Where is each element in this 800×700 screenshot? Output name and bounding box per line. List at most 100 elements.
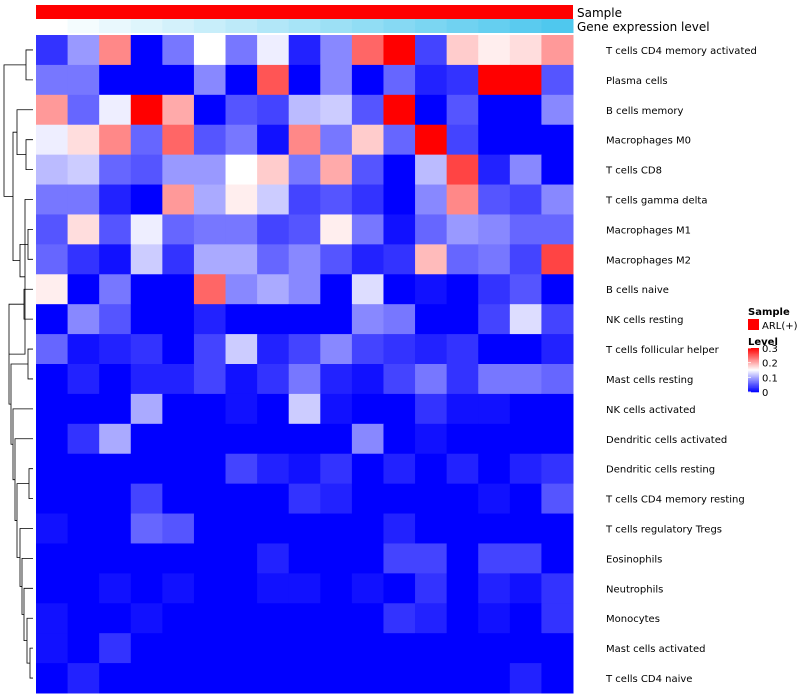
heatmap-cell bbox=[99, 35, 132, 66]
legend-sample-title: Sample bbox=[748, 307, 790, 318]
heatmap-cell bbox=[162, 154, 195, 186]
heatmap-cell bbox=[162, 543, 195, 574]
row-label: B cells memory bbox=[606, 106, 683, 117]
legend-gradient-step bbox=[748, 385, 759, 387]
row-label: Neutrophils bbox=[606, 584, 663, 595]
heatmap-cell bbox=[162, 423, 195, 455]
expression-annotation-cell bbox=[36, 19, 69, 33]
heatmap-cell bbox=[320, 64, 353, 96]
heatmap-cell bbox=[351, 423, 384, 455]
heatmap-cell bbox=[320, 453, 353, 485]
legend-gradient-step bbox=[748, 350, 759, 352]
expression-annotation-cell bbox=[509, 19, 542, 33]
heatmap-cell bbox=[67, 453, 100, 485]
heatmap-cell bbox=[446, 453, 479, 485]
legend-sample-swatch bbox=[748, 319, 759, 330]
heatmap-cell bbox=[257, 244, 290, 275]
row-label: T cells CD4 memory activated bbox=[605, 46, 757, 57]
row-label: T cells CD8 bbox=[605, 166, 662, 177]
heatmap-cell bbox=[162, 453, 195, 485]
heatmap-cell bbox=[193, 304, 227, 335]
heatmap-cell bbox=[541, 35, 574, 66]
heatmap-cell bbox=[383, 184, 416, 215]
heatmap-cell bbox=[351, 214, 384, 245]
heatmap-cell bbox=[415, 334, 448, 365]
heatmap-cell bbox=[99, 304, 132, 335]
expression-annotation-cell bbox=[320, 19, 353, 33]
heatmap-cell bbox=[351, 244, 384, 275]
heatmap-cell bbox=[509, 124, 542, 156]
heatmap-cell bbox=[288, 543, 321, 574]
heatmap-cell bbox=[383, 364, 416, 395]
heatmap-cell bbox=[478, 184, 511, 215]
legend-gradient-step bbox=[748, 383, 759, 385]
heatmap-cell bbox=[193, 543, 227, 574]
heatmap-cell bbox=[162, 663, 195, 694]
heatmap-cell bbox=[541, 483, 574, 515]
heatmap-cell bbox=[509, 423, 542, 455]
heatmap-cell bbox=[225, 364, 258, 395]
heatmap-cell bbox=[193, 483, 227, 515]
heatmap-cell bbox=[193, 154, 227, 186]
heatmap-cell bbox=[67, 244, 100, 275]
heatmap-cell bbox=[415, 423, 448, 455]
dendrogram-branch bbox=[10, 363, 28, 445]
heatmap-cell bbox=[415, 124, 448, 156]
heatmap-cell bbox=[99, 154, 132, 186]
heatmap-cell bbox=[383, 483, 416, 515]
heatmap-cell bbox=[446, 214, 479, 245]
heatmap-cell bbox=[446, 304, 479, 335]
heatmap-cell bbox=[415, 274, 448, 305]
heatmap-cell bbox=[193, 453, 227, 485]
heatmap-cell bbox=[541, 453, 574, 485]
row-label: Mast cells activated bbox=[606, 644, 705, 655]
heatmap-cell bbox=[130, 94, 163, 126]
heatmap-cell bbox=[193, 603, 227, 634]
heatmap-cell bbox=[383, 94, 416, 126]
heatmap-cell bbox=[478, 513, 511, 544]
heatmap-cell bbox=[36, 603, 69, 634]
dendrogram-branch bbox=[29, 647, 33, 679]
heatmap-cell bbox=[225, 64, 258, 96]
heatmap-cell bbox=[446, 124, 479, 156]
heatmap-cell bbox=[541, 364, 574, 395]
heatmap-cell bbox=[320, 663, 353, 694]
heatmap-cell bbox=[320, 154, 353, 186]
row-labels: T cells CD4 memory activated Plasma cells… bbox=[605, 46, 757, 685]
heatmap-cell bbox=[288, 663, 321, 694]
legend-gradient-step bbox=[748, 349, 759, 351]
heatmap-cell bbox=[509, 304, 542, 335]
heatmap-cell bbox=[320, 633, 353, 664]
heatmap-cell bbox=[36, 423, 69, 455]
heatmap-cell bbox=[541, 274, 574, 305]
heatmap-cell bbox=[288, 633, 321, 664]
expression-annotation-cell bbox=[288, 19, 321, 33]
heatmap-cell bbox=[509, 244, 542, 275]
heatmap-cell bbox=[225, 334, 258, 365]
heatmap-cell bbox=[478, 423, 511, 455]
heatmap-cell bbox=[36, 304, 69, 335]
heatmap-cell bbox=[415, 603, 448, 634]
heatmap-cell bbox=[509, 274, 542, 305]
heatmap-cell bbox=[225, 184, 258, 215]
heatmap-cell bbox=[383, 633, 416, 664]
heatmap-cell bbox=[99, 663, 132, 694]
heatmap-cell bbox=[415, 573, 448, 604]
heatmap-cell bbox=[162, 244, 195, 275]
heatmap-cell bbox=[383, 124, 416, 156]
heatmap-cell bbox=[478, 214, 511, 245]
heatmap-cell bbox=[415, 663, 448, 694]
heatmap-cell bbox=[99, 573, 132, 604]
sample-annotation-bar bbox=[36, 5, 573, 19]
dendrogram-branch bbox=[3, 64, 26, 197]
heatmap-cell bbox=[288, 423, 321, 455]
legend-tick-label: 0.3 bbox=[762, 344, 778, 355]
legend-gradient-step bbox=[748, 374, 759, 376]
heatmap-cells bbox=[36, 35, 574, 694]
legend-gradient-step bbox=[748, 365, 759, 367]
sample-track-label: Sample bbox=[577, 6, 622, 20]
heatmap-cell bbox=[541, 244, 574, 275]
heatmap-cell bbox=[99, 603, 132, 634]
legend-tick-label: 0.1 bbox=[762, 373, 778, 384]
heatmap-cell bbox=[288, 304, 321, 335]
